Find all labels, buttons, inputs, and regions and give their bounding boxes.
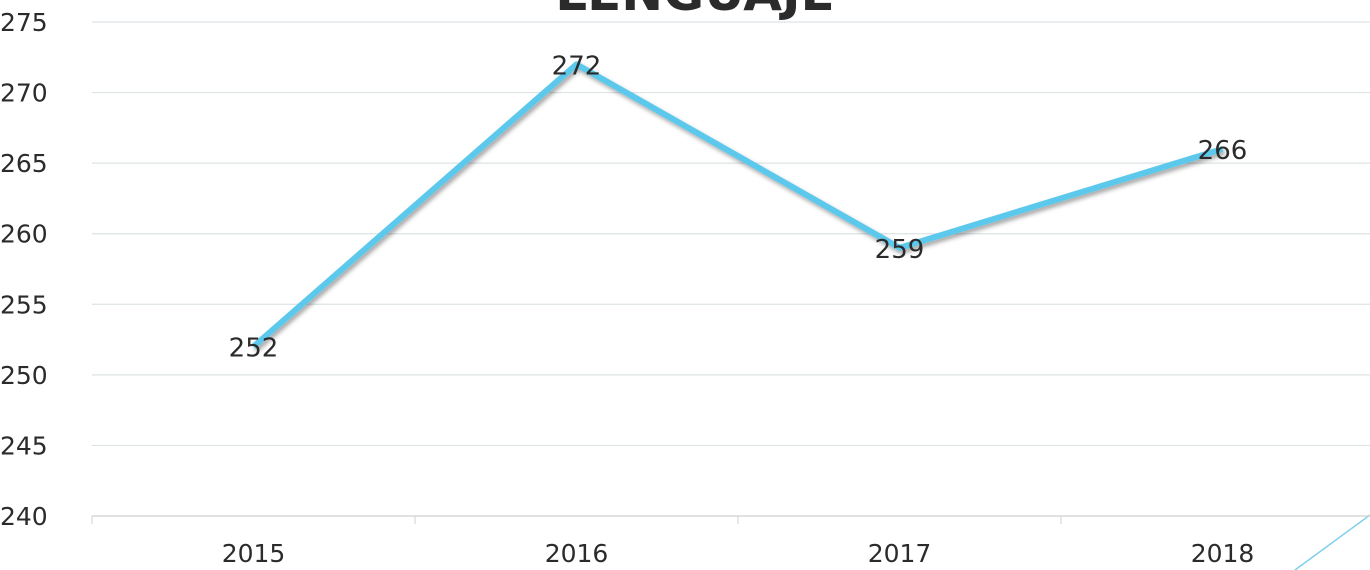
x-tick-label: 2018 — [1191, 539, 1255, 568]
y-tick-label: 245 — [0, 431, 48, 460]
chart-title: LENGUAJE — [555, 0, 834, 22]
data-label: 259 — [875, 235, 925, 265]
y-tick-label: 270 — [0, 79, 48, 108]
y-tick-label: 260 — [0, 220, 48, 249]
data-label: 266 — [1198, 136, 1248, 166]
data-label: 252 — [229, 334, 279, 364]
decoration — [1294, 514, 1370, 570]
y-tick-label: 250 — [0, 361, 48, 390]
x-tick-label: 2016 — [545, 539, 609, 568]
x-tick-label: 2017 — [868, 539, 932, 568]
y-tick-label: 240 — [0, 502, 48, 531]
y-tick-label: 275 — [0, 8, 48, 37]
y-tick-label: 255 — [0, 290, 48, 319]
y-tick-label: 265 — [0, 149, 48, 178]
series-line — [251, 61, 1224, 349]
data-label: 272 — [552, 51, 602, 81]
x-tick-label: 2015 — [222, 539, 286, 568]
